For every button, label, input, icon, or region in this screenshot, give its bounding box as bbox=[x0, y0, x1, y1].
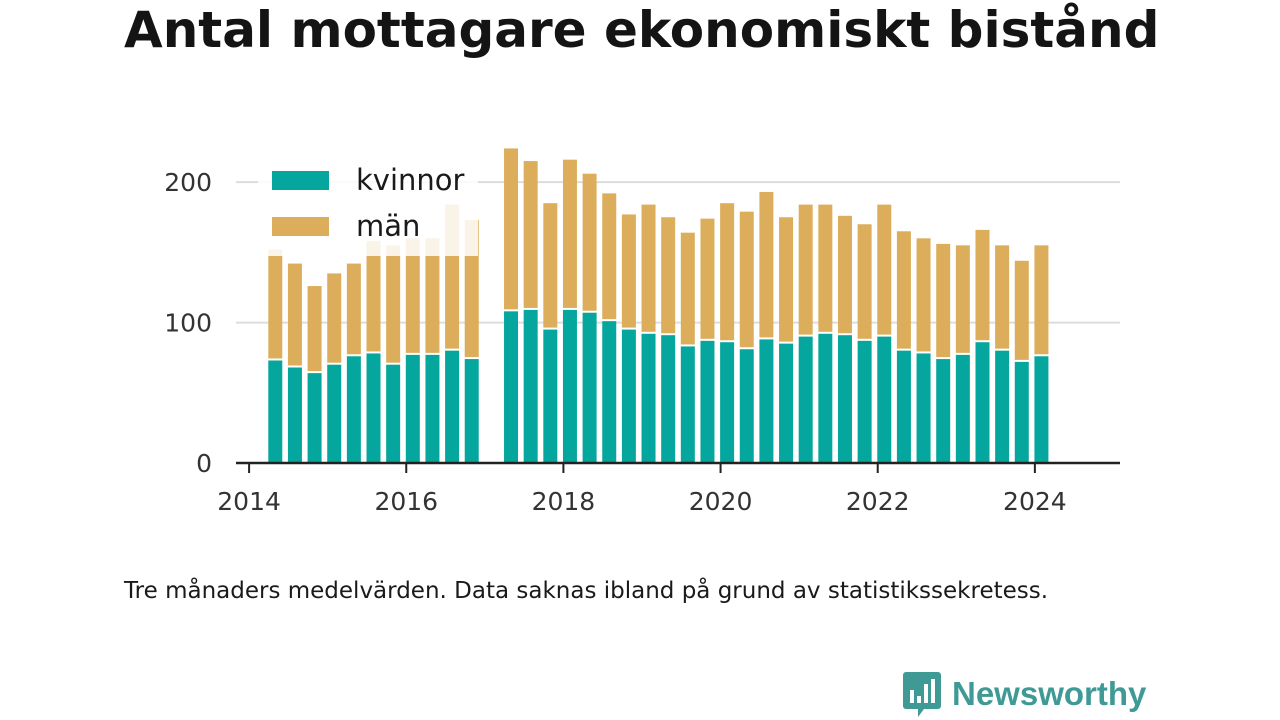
bar-man bbox=[995, 245, 1010, 349]
bar-kvinnor bbox=[562, 309, 577, 463]
bar-chart-speech-bubble-icon bbox=[903, 672, 941, 717]
bar-kvinnor bbox=[268, 360, 283, 463]
bar-kvinnor bbox=[307, 373, 322, 463]
chart-caption: Tre månaders medelvärden. Data saknas ib… bbox=[124, 578, 1049, 604]
bar-kvinnor bbox=[779, 343, 794, 463]
bar-man bbox=[562, 159, 577, 308]
bar-kvinnor bbox=[739, 349, 754, 463]
bar-man bbox=[975, 229, 990, 341]
bar-man bbox=[405, 238, 420, 353]
bar-kvinnor bbox=[504, 311, 519, 463]
bar-man bbox=[877, 204, 892, 335]
bar-kvinnor bbox=[661, 335, 676, 463]
bar-man bbox=[916, 238, 931, 352]
y-tick-label: 0 bbox=[196, 449, 212, 478]
bar-kvinnor bbox=[798, 336, 813, 463]
bar-man bbox=[287, 263, 302, 366]
y-tick-label: 200 bbox=[164, 168, 212, 197]
bar-kvinnor bbox=[759, 339, 774, 463]
bar-kvinnor bbox=[916, 353, 931, 463]
bar-kvinnor bbox=[327, 364, 342, 463]
bar-marks bbox=[268, 148, 1049, 463]
x-tick-label: 2016 bbox=[374, 487, 438, 516]
bar-man bbox=[523, 161, 538, 308]
bar-man bbox=[602, 193, 617, 320]
bar-kvinnor bbox=[995, 350, 1010, 463]
axes: 0 100 200 2014 2016 2018 2020 2022 2024 bbox=[164, 168, 1120, 516]
brand: Newsworthy bbox=[902, 670, 1146, 718]
bar-kvinnor bbox=[975, 342, 990, 463]
bar-man bbox=[700, 218, 715, 339]
legend-swatch bbox=[272, 171, 329, 190]
bar-man bbox=[1034, 245, 1049, 355]
bar-man bbox=[327, 273, 342, 363]
bar-kvinnor bbox=[543, 329, 558, 463]
bar-man bbox=[955, 245, 970, 353]
bar-man bbox=[268, 249, 283, 359]
bar-kvinnor bbox=[287, 367, 302, 463]
bar-kvinnor bbox=[936, 359, 951, 463]
bar-kvinnor bbox=[857, 340, 872, 463]
legend: kvinnor män bbox=[258, 158, 478, 256]
bar-man bbox=[386, 245, 401, 363]
bar-man bbox=[936, 243, 951, 358]
bar-man bbox=[307, 286, 322, 372]
bar-kvinnor bbox=[955, 354, 970, 463]
bar-kvinnor bbox=[680, 346, 695, 463]
legend-label: kvinnor bbox=[356, 163, 465, 197]
y-tick-label: 100 bbox=[164, 309, 212, 338]
bar-kvinnor bbox=[896, 350, 911, 463]
bar-kvinnor bbox=[425, 354, 440, 463]
x-tick-label: 2024 bbox=[1003, 487, 1067, 516]
bar-man bbox=[425, 238, 440, 353]
bar-man bbox=[661, 217, 676, 334]
bar-kvinnor bbox=[523, 309, 538, 463]
stacked-bar-chart: 0 100 200 2014 2016 2018 2020 2022 2024 kvinnor m… bbox=[164, 148, 1120, 516]
bar-man bbox=[896, 231, 911, 349]
x-tick-label: 2022 bbox=[846, 487, 910, 516]
legend-swatch bbox=[272, 217, 329, 236]
bar-kvinnor bbox=[582, 312, 597, 463]
bar-kvinnor bbox=[346, 356, 361, 463]
bar-man bbox=[582, 173, 597, 311]
bar-man bbox=[818, 204, 833, 332]
legend-label: män bbox=[356, 209, 420, 243]
bar-kvinnor bbox=[405, 354, 420, 463]
bar-man bbox=[641, 204, 656, 332]
bar-man bbox=[759, 191, 774, 338]
bar-kvinnor bbox=[1034, 356, 1049, 463]
bar-kvinnor bbox=[818, 333, 833, 463]
bar-kvinnor bbox=[837, 335, 852, 463]
bar-man bbox=[837, 215, 852, 334]
bar-man bbox=[366, 241, 381, 352]
bar-kvinnor bbox=[366, 353, 381, 463]
bar-kvinnor bbox=[877, 336, 892, 463]
bar-man bbox=[739, 211, 754, 348]
bar-man bbox=[720, 203, 735, 341]
bar-kvinnor bbox=[602, 321, 617, 463]
bar-man bbox=[857, 224, 872, 339]
chart-title: Antal mottagare ekonomiskt bistånd bbox=[124, 1, 1160, 59]
bar-kvinnor bbox=[621, 329, 636, 463]
bar-man bbox=[621, 214, 636, 328]
bar-man bbox=[680, 232, 695, 345]
bar-kvinnor bbox=[464, 359, 479, 463]
x-tick-label: 2020 bbox=[689, 487, 753, 516]
x-tick-label: 2014 bbox=[217, 487, 281, 516]
brand-name: Newsworthy bbox=[952, 675, 1147, 712]
bar-man bbox=[798, 204, 813, 335]
bar-kvinnor bbox=[445, 350, 460, 463]
bar-kvinnor bbox=[1014, 361, 1029, 463]
bar-man bbox=[543, 203, 558, 328]
bar-kvinnor bbox=[386, 364, 401, 463]
bar-kvinnor bbox=[700, 340, 715, 463]
bar-man bbox=[779, 217, 794, 342]
bar-man bbox=[346, 263, 361, 355]
bar-kvinnor bbox=[720, 342, 735, 463]
x-tick-label: 2018 bbox=[532, 487, 596, 516]
bar-man bbox=[1014, 260, 1029, 360]
bar-man bbox=[504, 148, 519, 310]
bar-kvinnor bbox=[641, 333, 656, 463]
